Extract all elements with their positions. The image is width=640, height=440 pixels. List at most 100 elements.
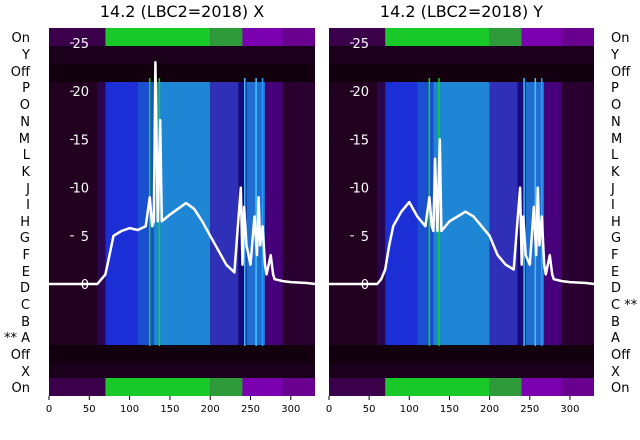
row-label-right: E [611, 265, 619, 280]
row-label-right: B [611, 315, 620, 330]
heatmap-stripe [534, 78, 537, 346]
row-label-left: Off [11, 348, 31, 363]
row-label-right: X [611, 365, 620, 380]
heatmap-cell [433, 78, 490, 346]
y-tick-label: 5 [81, 230, 89, 245]
row-label-right: Off [611, 65, 631, 80]
row-label-left: Y [21, 48, 30, 63]
heatmap-cell [377, 78, 386, 346]
row-label-left: H [20, 215, 30, 230]
heatmap-row-on-cell [242, 28, 283, 46]
chart-title: 14.2 (LBC2=2018) Y [380, 2, 543, 21]
row-label-left: ** A [4, 331, 30, 346]
row-label-left: On [12, 31, 30, 46]
row-label-right: On [611, 381, 629, 396]
x-tick-label: 300 [560, 404, 579, 415]
heatmap-cell [105, 78, 138, 346]
row-label-left: M [19, 132, 30, 147]
row-label-left: O [20, 98, 30, 113]
heatmap-stripe [261, 78, 264, 346]
row-label-left: I [26, 198, 30, 213]
row-label-left: X [21, 365, 30, 380]
y-tick-label: 10 [352, 182, 369, 197]
heatmap-row-on-cell [105, 378, 211, 396]
y-tick-label: 0 [361, 278, 369, 293]
row-label-right: D [611, 281, 621, 296]
x-tick-label: 200 [480, 404, 499, 415]
row-label-left: N [20, 115, 30, 130]
row-label-right: P [611, 81, 619, 96]
heatmap-panel [329, 28, 594, 396]
row-label-left: K [21, 165, 30, 180]
heatmap-stripe [148, 78, 151, 346]
row-label-right: M [611, 132, 622, 147]
heatmap-row-on-cell [489, 28, 522, 46]
row-label-right: K [611, 165, 620, 180]
heatmap-row-on-cell [561, 28, 594, 46]
row-label-right: On [611, 31, 629, 46]
heatmap-row-on-cell [282, 28, 315, 46]
heatmap-cell [282, 78, 315, 346]
row-label-left: L [23, 148, 31, 163]
y-tick-label: 0 [81, 278, 89, 293]
row-label-left: F [23, 248, 30, 263]
y-tick-label: 15 [352, 133, 369, 148]
y-tick-label: 20 [352, 85, 369, 100]
row-label-right: N [611, 115, 621, 130]
heatmap-row-on-cell [489, 378, 522, 396]
y-tick-label: 25 [352, 37, 369, 52]
heatmap-row-off [329, 64, 594, 82]
row-label-left: On [12, 381, 30, 396]
heatmap-cell [97, 78, 106, 346]
heatmap-stripe [255, 78, 257, 346]
heatmap-cell [489, 78, 518, 346]
row-label-right: F [611, 248, 618, 263]
y-tick-label: 5 [361, 230, 369, 245]
heatmap-stripe [158, 78, 161, 346]
row-label-right: A [611, 331, 620, 346]
series-line [49, 61, 316, 286]
row-label-right: O [611, 98, 621, 113]
series-line [329, 138, 595, 286]
row-label-right: H [611, 215, 621, 230]
x-tick-label: 50 [363, 404, 376, 415]
heatmap-cell [49, 78, 98, 346]
row-label-left: P [22, 81, 30, 96]
x-tick-label: 150 [440, 404, 459, 415]
row-label-right: J [610, 182, 615, 197]
heatmap-row-on-cell [282, 378, 315, 396]
row-label-right: L [611, 148, 619, 163]
heatmap-row-on-cell [521, 28, 562, 46]
heatmap-row-off [49, 345, 315, 363]
heatmap-stripe [428, 78, 431, 346]
chart-title: 14.2 (LBC2=2018) X [100, 2, 264, 21]
x-tick-label: 0 [46, 404, 52, 415]
heatmap-row-off [49, 64, 315, 82]
x-tick-label: 50 [83, 404, 96, 415]
row-label-left: B [21, 315, 30, 330]
x-tick-label: 250 [241, 404, 260, 415]
x-tick-label: 150 [160, 404, 179, 415]
row-label-left: E [22, 265, 30, 280]
heatmap-row-on-cell [561, 378, 594, 396]
row-label-right: C ** [611, 298, 638, 313]
heatmap-row-on-cell [105, 28, 211, 46]
heatmap-row-on-cell [521, 378, 562, 396]
row-label-right: I [611, 198, 615, 213]
heatmap-row-off [329, 345, 594, 363]
y-tick-label: 25 [72, 37, 89, 52]
row-label-left: Off [11, 65, 31, 80]
x-tick-label: 100 [400, 404, 419, 415]
row-label-left: C [21, 298, 30, 313]
heatmap-cell [210, 78, 239, 346]
row-label-left: J [25, 182, 30, 197]
heatmap-cell [544, 78, 562, 346]
heatmap-stripe [523, 78, 525, 346]
heatmap-row-on-cell [385, 378, 490, 396]
heatmap-cell [561, 78, 594, 346]
row-label-left: D [20, 281, 30, 296]
row-label-left: G [20, 231, 30, 246]
heatmap-cell [153, 78, 211, 346]
x-tick-label: 300 [281, 404, 300, 415]
